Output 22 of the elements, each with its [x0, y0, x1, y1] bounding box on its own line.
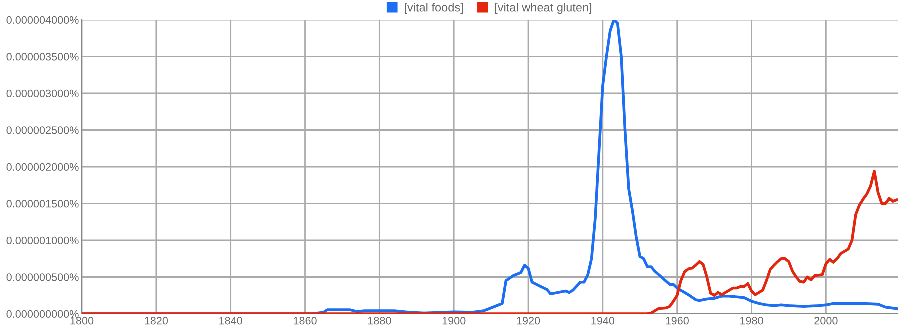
x-tick-label: 1840	[220, 317, 242, 325]
x-tick-label: 1800	[70, 317, 94, 325]
x-tick-label: 1900	[442, 317, 466, 325]
x-tick-label: 1980	[740, 317, 764, 325]
x-tick-label: 1940	[592, 317, 615, 325]
x-tick-label: 1880	[368, 317, 392, 325]
y-tick-label: 0.000002000%	[6, 163, 79, 172]
y-tick-label: 0.000004000%	[6, 16, 79, 24]
legend-label: [vital foods]	[405, 3, 464, 14]
y-tick-label: 0.000003500%	[6, 53, 79, 61]
y-tick-label: 0.000001500%	[6, 200, 79, 208]
x-tick-label: 1860	[294, 317, 317, 325]
y-tick-label: 0.000001000%	[6, 236, 79, 245]
y-tick-label: 0.000000000%	[6, 310, 79, 318]
legend-label: [vital wheat gluten]	[495, 3, 592, 14]
y-tick-label: 0.000000500%	[6, 274, 79, 282]
x-tick-label: 1920	[517, 317, 540, 325]
y-tick-label: 0.000002500%	[6, 126, 79, 134]
x-tick-label: 1820	[145, 317, 168, 325]
y-tick-label: 0.000003000%	[6, 90, 79, 98]
x-tick-label: 1960	[666, 317, 689, 325]
x-tick-label: 2000	[814, 317, 838, 325]
